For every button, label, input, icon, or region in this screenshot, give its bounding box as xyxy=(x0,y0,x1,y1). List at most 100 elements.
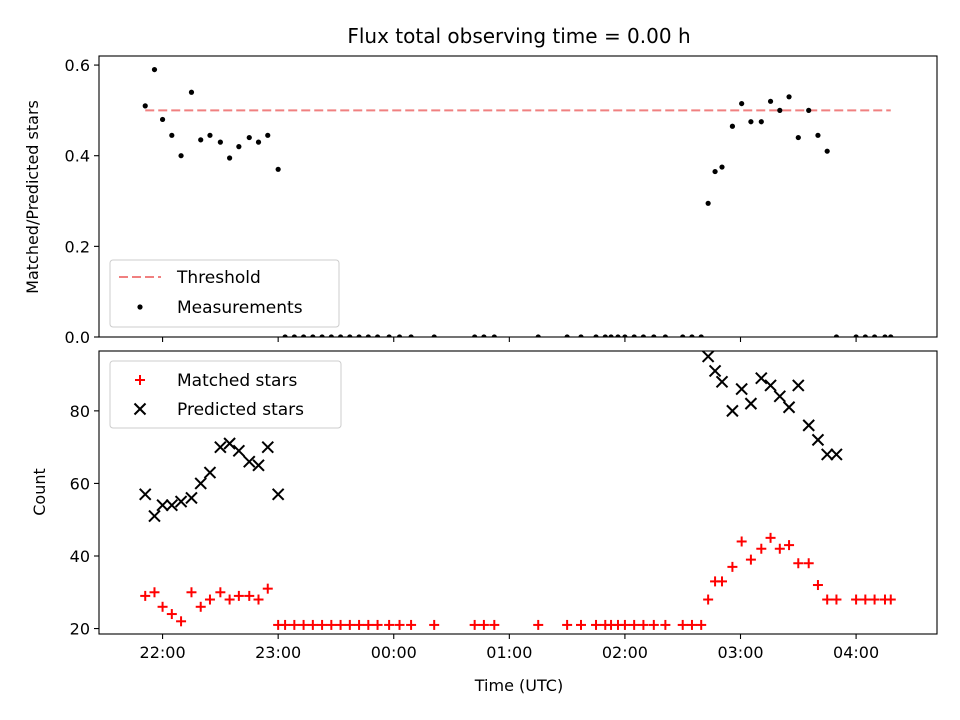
measurement-point xyxy=(207,132,213,138)
matched-point xyxy=(394,619,405,630)
measurement-point xyxy=(689,334,695,337)
predicted-point-b xyxy=(185,491,198,505)
predicted-point-b xyxy=(782,401,796,414)
predicted-point xyxy=(203,466,217,479)
measurement-point xyxy=(651,334,657,337)
predicted-point-b xyxy=(726,404,739,418)
matched-point xyxy=(384,619,395,630)
measurement-point xyxy=(328,334,334,337)
legend-ratio: Threshold Measurements xyxy=(109,259,340,328)
matched-point xyxy=(703,594,714,605)
measurement-point xyxy=(862,334,868,337)
predicted-point xyxy=(156,498,169,512)
predicted-point xyxy=(252,459,265,472)
legend-measurements-swatch xyxy=(137,304,143,310)
measurement-point xyxy=(151,66,158,73)
measurement-point xyxy=(291,334,297,337)
measurement-point xyxy=(265,132,271,138)
matched-point xyxy=(244,590,255,601)
measurement-point xyxy=(593,334,599,337)
predicted-point-b xyxy=(243,455,256,468)
measurement-point xyxy=(615,334,621,337)
matched-point xyxy=(166,609,177,620)
predicted-point xyxy=(165,498,179,512)
matched-point xyxy=(233,590,244,601)
measurement-point xyxy=(535,334,541,337)
matched-point xyxy=(224,594,235,605)
matched-point xyxy=(489,619,500,630)
measurement-point xyxy=(408,334,414,337)
measurement-point xyxy=(255,139,262,145)
measurement-point xyxy=(680,334,686,337)
x-tick-label-1: 23:00 xyxy=(255,643,301,662)
measurement-point xyxy=(396,334,403,337)
matched-point xyxy=(317,619,328,630)
matched-point xyxy=(851,594,862,605)
legend-ratio-frame xyxy=(109,259,340,328)
predicted-point-b xyxy=(252,459,265,472)
legend-matched-swatch xyxy=(135,375,145,385)
axis-frame-1 xyxy=(98,350,938,635)
matched-point xyxy=(289,619,300,630)
predicted-point xyxy=(271,488,285,501)
axis-frame-0 xyxy=(98,55,938,338)
x-tick-label-6: 04:00 xyxy=(833,643,879,662)
matched-point xyxy=(629,619,640,630)
measurement-point xyxy=(564,334,570,337)
legend-predicted-label: Predicted stars xyxy=(177,400,304,420)
measurement-point xyxy=(275,166,281,172)
predicted-point xyxy=(792,379,805,392)
predicted-point xyxy=(223,437,236,450)
measurement-point xyxy=(365,334,371,337)
x-tick-label-2: 00:00 xyxy=(371,643,417,662)
measurement-point xyxy=(777,107,783,113)
predicted-point xyxy=(174,495,188,508)
measurement-point xyxy=(719,164,725,170)
matched-point xyxy=(885,594,896,605)
matched-point xyxy=(215,587,226,598)
predicted-point-b xyxy=(232,444,246,457)
measurement-point xyxy=(178,153,184,159)
measurement-point xyxy=(217,139,223,145)
matched-point xyxy=(869,594,880,605)
measurement-point xyxy=(853,334,859,337)
matched-point xyxy=(204,594,215,605)
legend-predicted-swatch-b xyxy=(133,402,147,416)
predicted-point xyxy=(744,397,758,410)
predicted-point xyxy=(764,379,777,392)
predicted-point xyxy=(232,444,246,457)
predicted-point xyxy=(782,401,796,414)
y-tick-label-1-2: 60 xyxy=(70,474,90,493)
measurement-point xyxy=(169,132,175,138)
matched-point xyxy=(784,540,795,551)
predicted-point xyxy=(194,477,207,490)
predicted-point xyxy=(261,440,274,454)
measurement-point xyxy=(640,334,647,337)
predicted-point-b xyxy=(744,397,758,410)
x-axis-label: Time (UTC) xyxy=(474,676,563,695)
measurement-point xyxy=(758,119,764,125)
matched-point xyxy=(140,590,151,601)
matched-point xyxy=(186,587,197,598)
matched-point xyxy=(262,583,273,594)
matched-point xyxy=(280,619,291,630)
predicted-point-b xyxy=(811,433,825,447)
predicted-point xyxy=(726,404,739,418)
matched-point xyxy=(660,619,671,630)
predicted-point-b xyxy=(139,488,152,501)
predicted-point-b xyxy=(773,390,787,403)
measurement-point xyxy=(300,334,307,337)
measurement-point xyxy=(337,334,344,337)
measurement-point xyxy=(472,334,478,337)
predicted-point xyxy=(715,375,729,389)
panel-counts: 20 40 60 80 22:00 23:00 00:00 01:00 02:00 03:00 04… xyxy=(70,350,938,662)
matched-point xyxy=(335,619,346,630)
measurement-point xyxy=(739,100,745,107)
x-tick-label-3: 01:00 xyxy=(486,643,532,662)
measurement-point xyxy=(246,134,252,141)
matched-point xyxy=(195,601,206,612)
matched-point xyxy=(765,532,776,543)
measurement-point xyxy=(159,116,166,123)
y-tick-label-0-2: 0.4 xyxy=(65,147,90,166)
